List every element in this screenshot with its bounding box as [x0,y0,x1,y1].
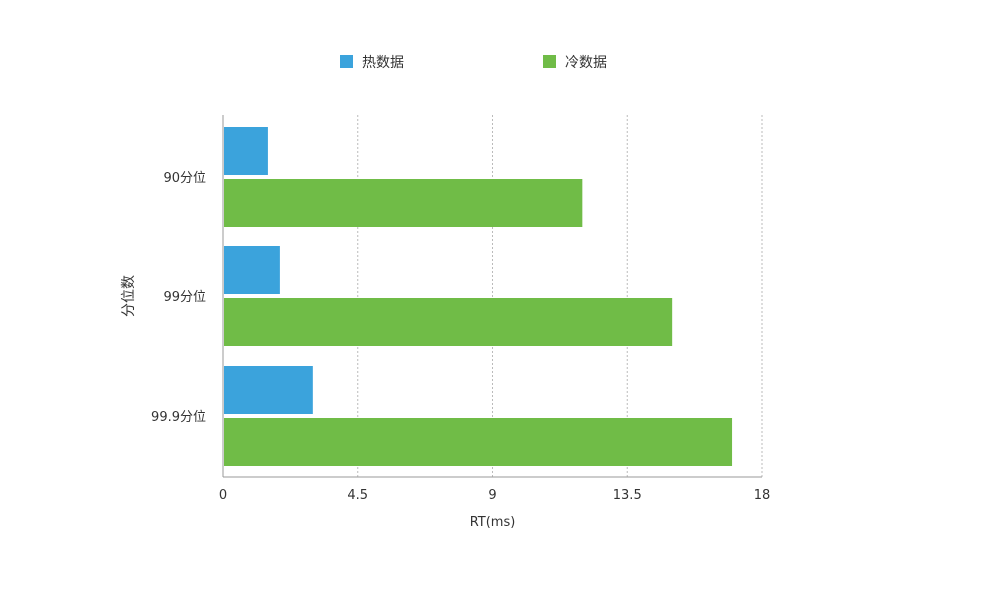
y-axis-label: 分位数 [121,275,137,317]
legend-swatch-0 [340,55,353,68]
labels: 0 4.5 9 13.5 18 90分位 99分位 99.9分位 RT(ms) 分位数 [121,171,770,530]
x-tick-label-4: 18 [754,488,771,503]
bar-hot-1 [224,246,280,294]
legend-label-0: 热数据 [362,55,404,71]
legend: 热数据 冷数据 [340,55,607,71]
x-tick-label-0: 0 [219,488,227,503]
bar-cold-2 [224,418,733,466]
x-tick-label-1: 4.5 [347,488,368,503]
bar-cold-0 [224,179,583,227]
bars [224,127,733,466]
grid-lines [357,115,763,477]
x-tick-label-3: 13.5 [613,488,642,503]
legend-label-1: 冷数据 [565,55,607,71]
legend-item-cold[interactable]: 冷数据 [543,55,607,71]
category-label-0: 90分位 [163,171,206,186]
bar-cold-1 [224,298,673,346]
x-axis-label: RT(ms) [470,515,516,530]
legend-item-hot[interactable]: 热数据 [340,55,404,71]
legend-swatch-1 [543,55,556,68]
axes [222,115,762,478]
category-label-1: 99分位 [163,290,206,305]
bar-hot-2 [224,366,313,414]
bar-hot-0 [224,127,268,175]
category-label-2: 99.9分位 [151,410,206,425]
x-tick-label-2: 9 [488,488,496,503]
